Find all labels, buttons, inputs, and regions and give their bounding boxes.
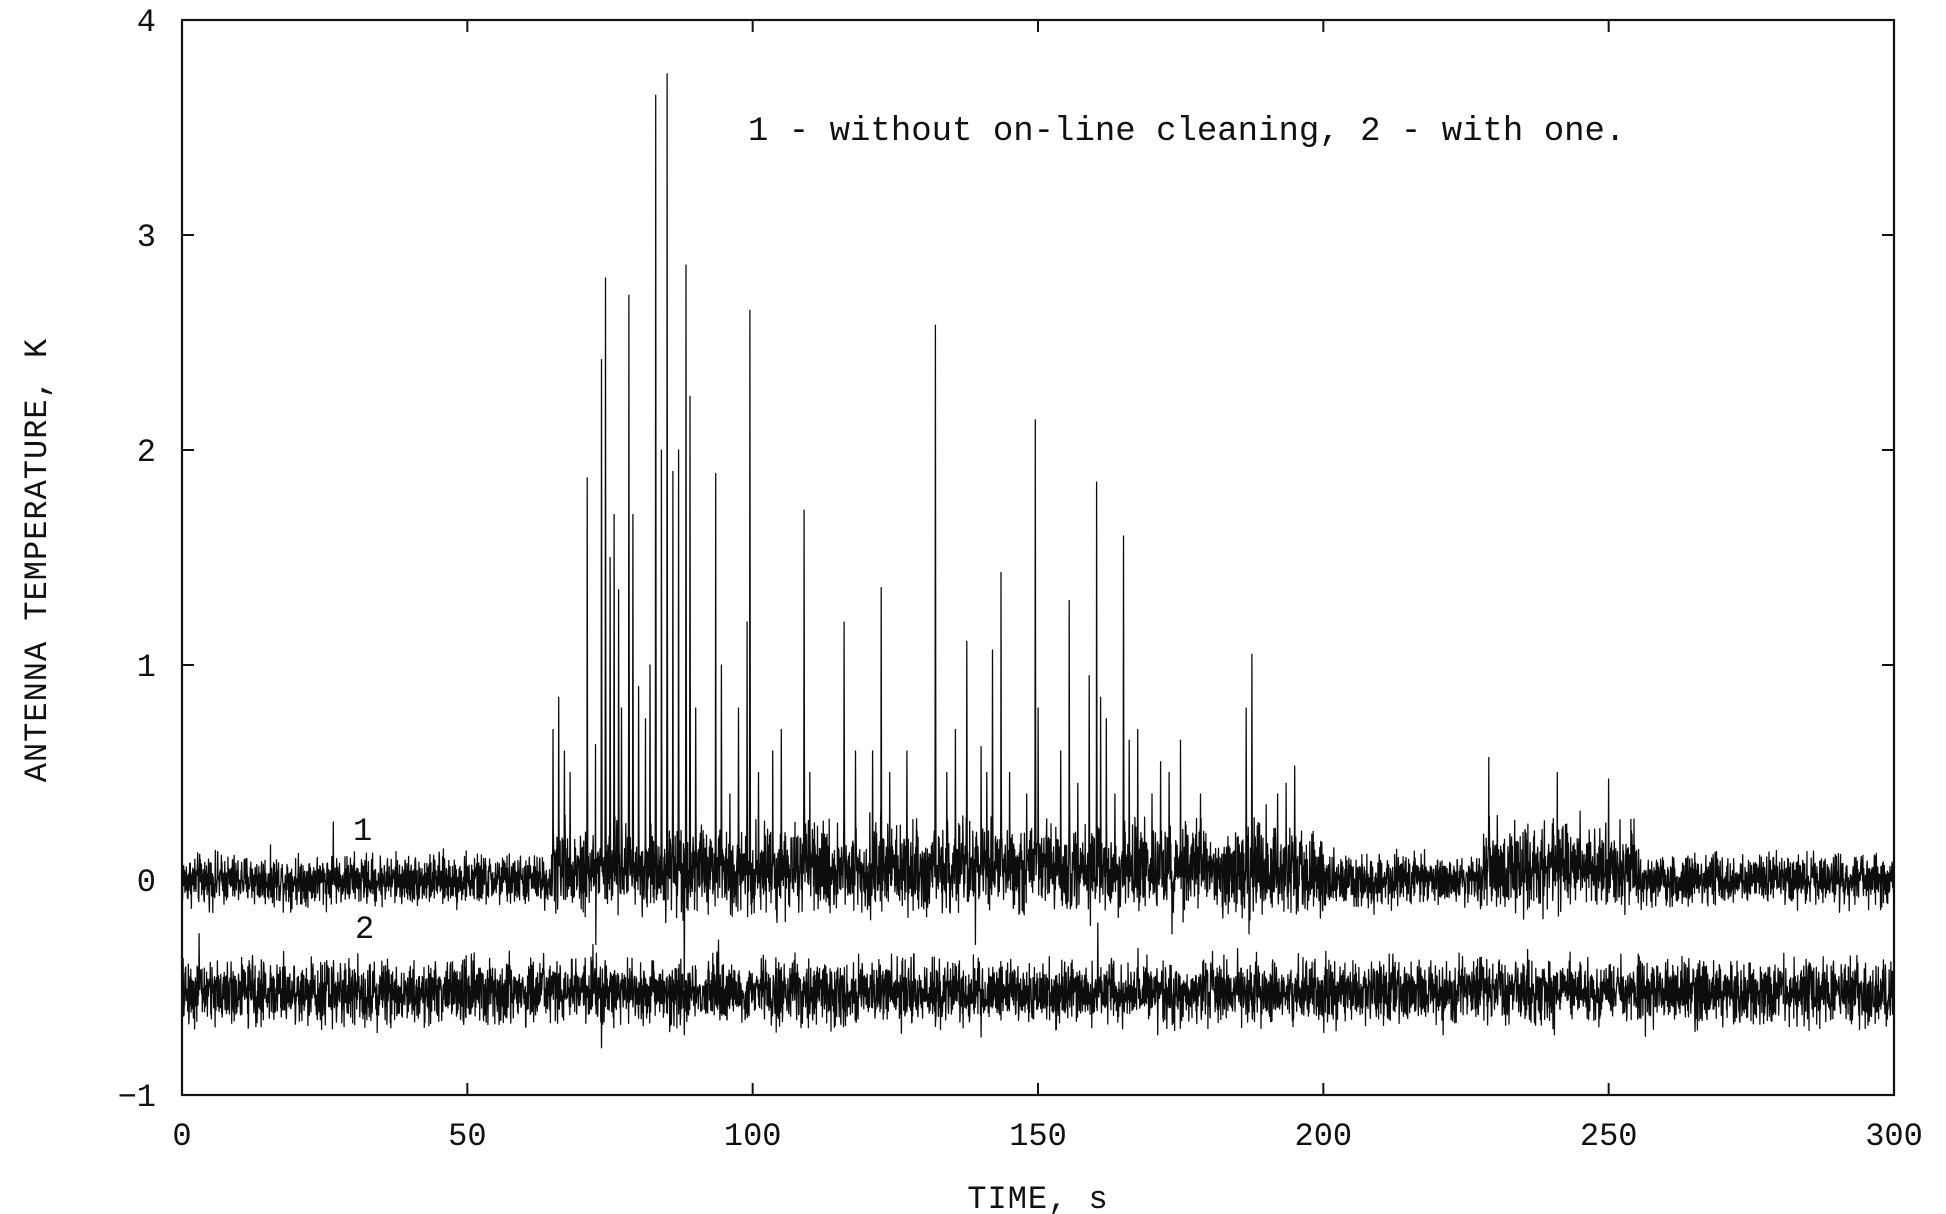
y-tick-label: 4 bbox=[137, 4, 156, 41]
series-line-1 bbox=[181, 73, 1895, 989]
series-label-2: 2 bbox=[355, 911, 374, 948]
x-tick-label: 150 bbox=[1009, 1118, 1067, 1155]
y-tick-label: 3 bbox=[137, 219, 156, 256]
axis-tick-labels: 0 50 100 150 200 250 300 −1 0 1 2 3 4 bbox=[118, 4, 1923, 1155]
y-tick-label: −1 bbox=[118, 1079, 156, 1116]
x-tick-label: 250 bbox=[1580, 1118, 1638, 1155]
axis-ticks bbox=[181, 19, 1895, 1096]
x-axis-label: TIME, s bbox=[967, 1181, 1108, 1214]
plot-frame bbox=[180, 18, 1896, 1097]
x-tick-label: 100 bbox=[724, 1118, 782, 1155]
x-tick-label: 50 bbox=[448, 1118, 486, 1155]
x-tick-label: 300 bbox=[1865, 1118, 1923, 1155]
series-label-1: 1 bbox=[353, 813, 372, 850]
series-layer bbox=[181, 73, 1895, 1049]
x-tick-label: 200 bbox=[1295, 1118, 1353, 1155]
y-tick-label: 1 bbox=[137, 649, 156, 686]
chart-annotation: 1 - without on-line cleaning, 2 - with o… bbox=[748, 113, 1625, 151]
y-tick-label: 2 bbox=[137, 434, 156, 471]
series-line-2 bbox=[181, 922, 1895, 1049]
x-tick-label: 0 bbox=[172, 1118, 191, 1155]
y-axis-label: ANTENNA TEMPERATURE, K bbox=[19, 338, 56, 782]
y-tick-label: 0 bbox=[137, 864, 156, 901]
